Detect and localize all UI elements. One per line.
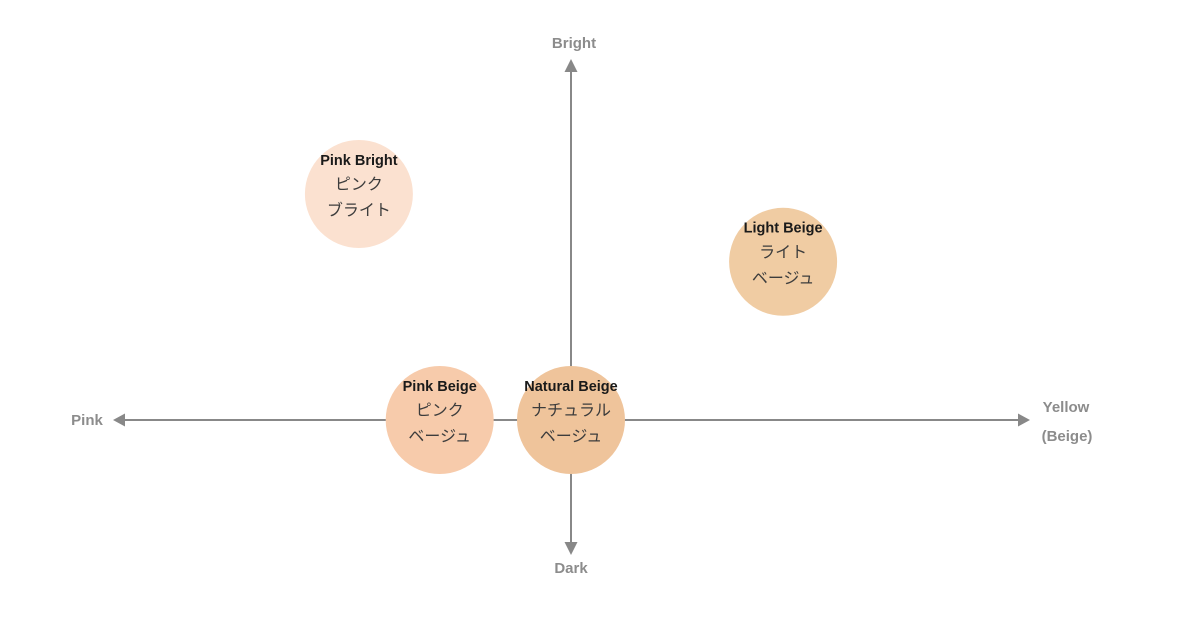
shade-jp-line-1: ピンク (335, 175, 383, 194)
shade-jp-line-1: ナチュラル (531, 401, 611, 420)
arrow-up-icon (564, 59, 578, 72)
axis-label-yellow: Yellow (1043, 399, 1090, 416)
axis-label-dark: Dark (554, 560, 588, 577)
shade-jp-line-2: ベージュ (752, 268, 815, 287)
axis-label-beige: (Beige) (1042, 428, 1093, 445)
axes (113, 59, 1030, 555)
shade-circle (517, 366, 625, 474)
shade-jp-line-1: ピンク (416, 401, 464, 420)
shade-name: Light Beige (744, 221, 823, 237)
shade-jp-line-2: ベージュ (408, 427, 471, 446)
shade-jp-line-2: ベージュ (540, 427, 603, 446)
arrow-left-icon (113, 413, 125, 427)
shade-name: Pink Beige (403, 379, 477, 395)
shade-circle (304, 140, 413, 248)
shade-circle (729, 207, 838, 316)
shade-name: Pink Bright (320, 153, 398, 169)
arrow-down-icon (564, 542, 578, 555)
shade-circle (385, 366, 494, 474)
axis-label-pink: Pink (71, 412, 103, 429)
shade-name: Natural Beige (524, 379, 617, 395)
axis-label-bright: Bright (552, 35, 596, 52)
shade-jp-line-2: ブライト (327, 201, 391, 220)
arrow-right-icon (1018, 413, 1030, 427)
shade-jp-line-1: ライト (759, 242, 807, 261)
axis-labels: Bright Dark Pink Yellow (Beige) (71, 35, 1092, 577)
